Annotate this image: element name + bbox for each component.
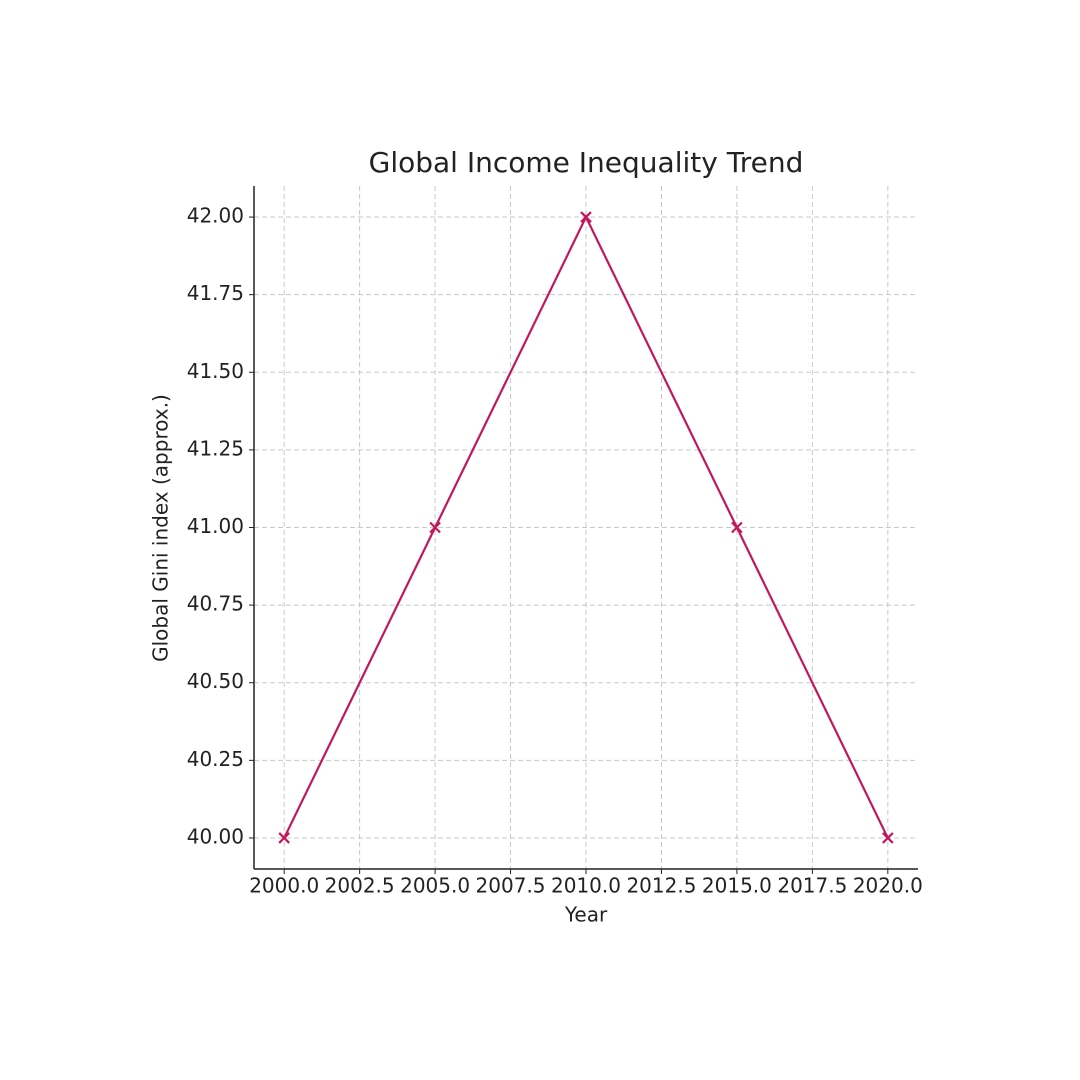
x-tick-label: 2002.5: [325, 874, 395, 898]
marker: [882, 832, 894, 844]
y-tick-label: 41.75: [187, 281, 244, 305]
y-tick-label: 40.50: [187, 669, 244, 693]
y-tick-label: 41.25: [187, 436, 244, 460]
y-axis-label: Global Gini index (approx.): [149, 394, 173, 662]
x-tick-label: 2017.5: [777, 874, 847, 898]
marker: [580, 211, 592, 223]
x-axis-label: Year: [564, 903, 608, 927]
chart-title: Global Income Inequality Trend: [369, 146, 804, 179]
y-tick-label: 41.50: [187, 359, 244, 383]
x-tick-label: 2007.5: [476, 874, 546, 898]
y-tick-label: 41.00: [187, 514, 244, 538]
x-tick-label: 2020.0: [853, 874, 923, 898]
marker: [278, 832, 290, 844]
x-tick-label: 2015.0: [702, 874, 772, 898]
marker: [731, 521, 743, 534]
y-tick-label: 42.00: [187, 204, 244, 228]
x-tick-label: 2005.0: [400, 874, 470, 898]
x-tick-label: 2010.0: [551, 874, 621, 898]
marker: [429, 521, 441, 534]
y-tick-label: 40.75: [187, 592, 244, 616]
x-tick-label: 2000.0: [249, 874, 319, 898]
y-tick-label: 40.25: [187, 747, 244, 771]
y-tick-label: 40.00: [187, 824, 244, 848]
x-tick-label: 2012.5: [626, 874, 696, 898]
